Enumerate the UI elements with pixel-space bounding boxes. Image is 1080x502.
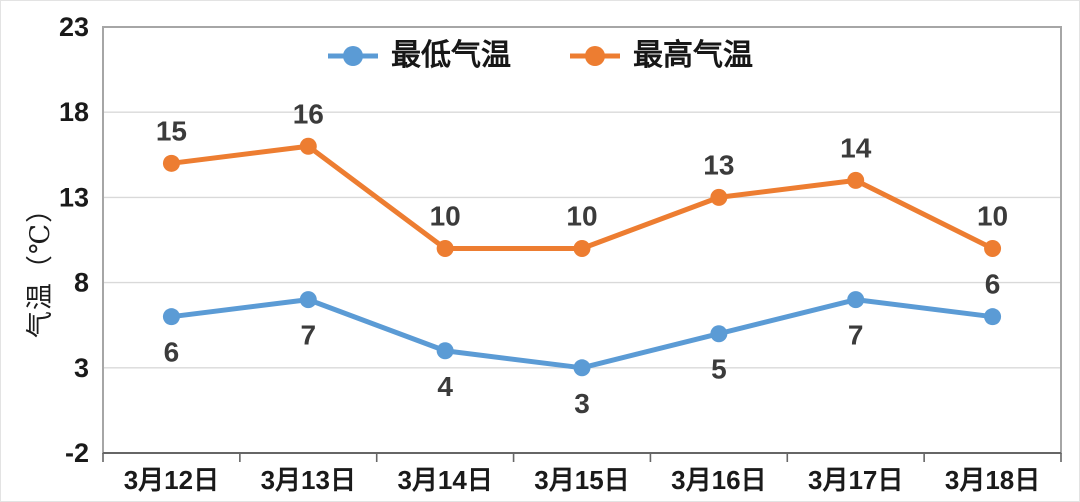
y-axis-title-wrap: 气温（℃） <box>9 15 67 501</box>
data-point-label: 4 <box>437 371 453 402</box>
data-point-label: 14 <box>840 132 872 163</box>
data-point-marker <box>573 240 591 258</box>
x-axis-tick-label: 3月13日 <box>261 465 356 495</box>
data-point-marker <box>847 291 865 309</box>
data-point-marker <box>299 291 317 309</box>
data-point-marker <box>847 171 865 189</box>
x-axis-tick-label: 3月17日 <box>808 465 903 495</box>
data-point-label: 6 <box>164 337 180 368</box>
data-point-label: 3 <box>574 388 590 419</box>
data-point-marker <box>436 240 454 258</box>
data-point-marker <box>573 359 591 377</box>
y-axis-tick-label: 23 <box>59 12 89 42</box>
y-axis-tick-label: 3 <box>74 353 89 383</box>
data-point-label: 13 <box>703 149 734 180</box>
x-axis-tick-label: 3月14日 <box>397 465 492 495</box>
data-point-label: 7 <box>848 320 864 351</box>
data-point-marker <box>162 154 180 172</box>
x-axis-tick-label: 3月18日 <box>945 465 1040 495</box>
data-point-label: 7 <box>300 320 316 351</box>
data-point-marker <box>710 325 728 343</box>
data-point-label: 16 <box>293 98 324 129</box>
y-axis-tick-label: 8 <box>74 268 89 298</box>
data-point-marker <box>436 342 454 360</box>
data-point-label: 10 <box>566 201 597 232</box>
data-point-marker <box>984 240 1002 258</box>
data-point-marker <box>162 308 180 326</box>
y-axis-tick-label: 13 <box>59 182 89 212</box>
y-axis-tick-label: -2 <box>65 438 89 468</box>
data-point-marker <box>710 188 728 206</box>
data-point-label: 5 <box>711 354 727 385</box>
y-axis-tick-label: 18 <box>59 97 89 127</box>
data-point-label: 15 <box>156 115 187 146</box>
y-axis-title: 气温（℃） <box>25 194 56 338</box>
x-axis-tick-label: 3月15日 <box>534 465 629 495</box>
x-axis-tick-label: 3月16日 <box>671 465 766 495</box>
data-point-marker <box>984 308 1002 326</box>
data-point-marker <box>299 137 317 155</box>
data-point-label: 6 <box>985 269 1001 300</box>
data-point-label: 10 <box>430 201 461 232</box>
data-point-label: 10 <box>977 201 1008 232</box>
series-line-0 <box>168 297 996 371</box>
x-axis-tick-label: 3月12日 <box>124 465 219 495</box>
